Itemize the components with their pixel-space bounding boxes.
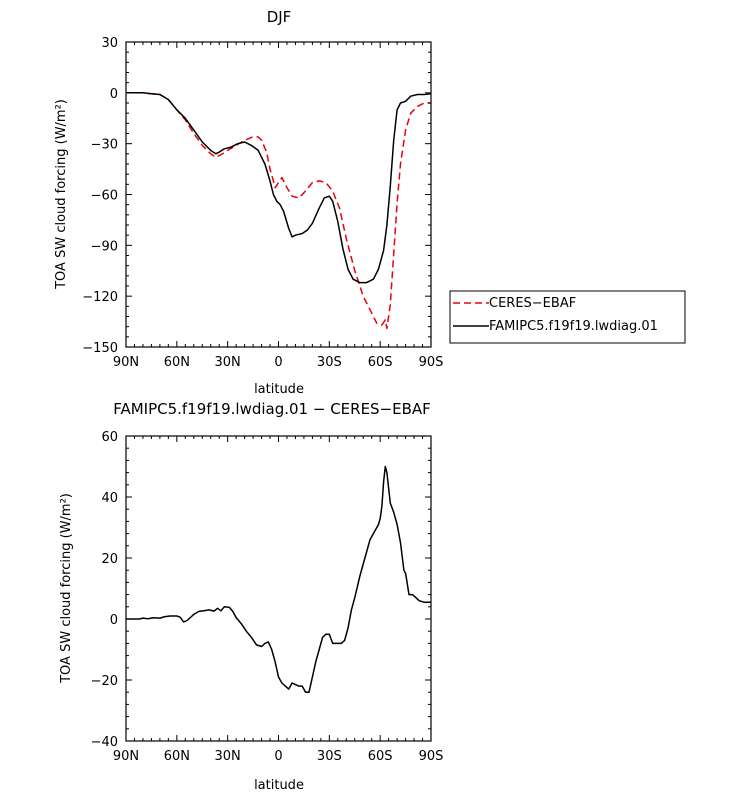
bottom-x-tick-label: 60N — [164, 749, 190, 764]
bottom-title: FAMIPC5.f19f19.lwdiag.01 − CERES−EBAF — [113, 400, 431, 418]
legend-box — [449, 290, 686, 344]
top-y-tick-label: −60 — [91, 189, 118, 204]
bottom-x-tick-label: 60S — [368, 749, 393, 764]
top-y-tick-label: −150 — [82, 341, 118, 356]
bottom-series-lines — [126, 465, 431, 693]
bottom-y-tick-label: −40 — [91, 735, 118, 750]
top-plot-frame — [125, 41, 432, 348]
top-x-tick-label: 30S — [317, 355, 342, 370]
bottom-y-axis-label: TOA SW cloud forcing (W/m²) — [59, 493, 74, 684]
top-y-axis-label: TOA SW cloud forcing (W/m²) — [54, 99, 69, 290]
bottom-x-tick-label: 90S — [419, 749, 444, 764]
bottom-y-tick-label: 0 — [110, 613, 118, 628]
top-y-tick-label: −120 — [82, 290, 118, 305]
top-x-tick-label: 90N — [113, 355, 139, 370]
top-series-line-1 — [126, 92, 432, 284]
top-x-tick-label: 0 — [274, 355, 282, 370]
bottom-axis-ticks: 90N 60N 30N 0 30S 60S 90S 60 40 20 0 −20 −40 — [91, 430, 444, 764]
bottom-y-tick-label: 60 — [101, 430, 118, 445]
bottom-x-tick-label: 90N — [113, 749, 139, 764]
top-x-tick-label: 90S — [419, 355, 444, 370]
bottom-y-tick-label: 20 — [101, 552, 118, 567]
top-series-lines — [126, 92, 432, 330]
top-x-tick-label: 60S — [368, 355, 393, 370]
bottom-series-line-0 — [126, 465, 431, 693]
legend-label-famip: FAMIPC5.f19f19.lwdiag.01 — [489, 319, 658, 334]
top-y-tick-label: 0 — [110, 87, 118, 102]
top-title: DJF — [267, 8, 292, 26]
bottom-y-tick-label: −20 — [91, 674, 118, 689]
bottom-panel: FAMIPC5.f19f19.lwdiag.01 − CERES−EBAF 90… — [59, 400, 443, 793]
bottom-x-tick-label: 30S — [317, 749, 342, 764]
top-x-tick-label: 30N — [215, 355, 241, 370]
top-axis-ticks: 90N 60N 30N 0 30S 60S 90S 30 0 −30 −60 −90 −120 −150 — [82, 36, 443, 370]
top-series-line-0 — [126, 92, 431, 330]
bottom-x-tick-label: 0 — [274, 749, 282, 764]
legend-label-ceres: CERES−EBAF — [489, 296, 576, 311]
bottom-y-tick-label: 40 — [101, 491, 118, 506]
top-panel: DJF 90N 60N 30N 0 30S 60S 90S 30 0 −30 −60 −90 −120 −… — [54, 8, 686, 397]
top-y-tick-label: −90 — [91, 239, 118, 254]
legend: CERES−EBAF FAMIPC5.f19f19.lwdiag.01 — [449, 290, 686, 344]
top-y-tick-label: −30 — [91, 138, 118, 153]
top-x-axis-label: latitude — [254, 382, 304, 397]
top-x-tick-label: 60N — [164, 355, 190, 370]
top-y-tick-label: 30 — [101, 36, 118, 51]
bottom-plot-frame — [125, 435, 432, 742]
bottom-x-tick-label: 30N — [215, 749, 241, 764]
bottom-x-axis-label: latitude — [254, 778, 304, 793]
